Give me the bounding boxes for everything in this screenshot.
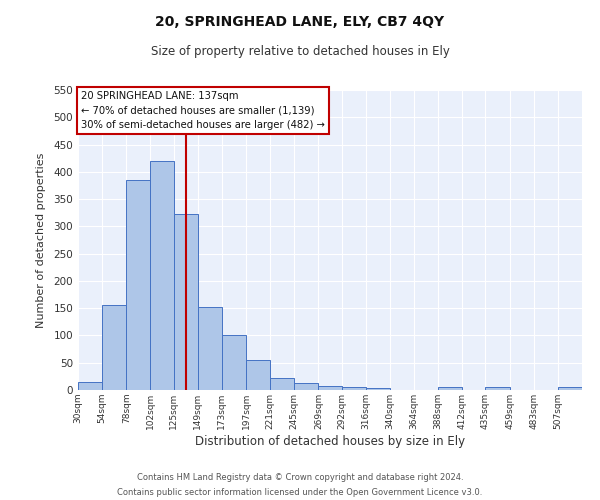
Bar bbox=[102, 306, 126, 390]
Bar bbox=[126, 180, 151, 390]
Bar bbox=[319, 386, 341, 390]
Text: 20, SPRINGHEAD LANE, ELY, CB7 4QY: 20, SPRINGHEAD LANE, ELY, CB7 4QY bbox=[155, 15, 445, 29]
Bar bbox=[198, 306, 222, 390]
Bar bbox=[173, 214, 198, 390]
X-axis label: Distribution of detached houses by size in Ely: Distribution of detached houses by size … bbox=[195, 434, 465, 448]
Bar bbox=[151, 161, 173, 390]
Text: Contains public sector information licensed under the Open Government Licence v3: Contains public sector information licen… bbox=[118, 488, 482, 497]
Text: Contains HM Land Registry data © Crown copyright and database right 2024.: Contains HM Land Registry data © Crown c… bbox=[137, 473, 463, 482]
Bar bbox=[270, 378, 294, 390]
Bar bbox=[341, 388, 366, 390]
Bar bbox=[78, 382, 102, 390]
Bar bbox=[294, 383, 319, 390]
Bar bbox=[558, 388, 582, 390]
Bar bbox=[438, 388, 462, 390]
Text: 20 SPRINGHEAD LANE: 137sqm
← 70% of detached houses are smaller (1,139)
30% of s: 20 SPRINGHEAD LANE: 137sqm ← 70% of deta… bbox=[81, 91, 325, 130]
Bar bbox=[485, 388, 509, 390]
Text: Size of property relative to detached houses in Ely: Size of property relative to detached ho… bbox=[151, 45, 449, 58]
Bar bbox=[366, 388, 390, 390]
Bar bbox=[222, 336, 246, 390]
Y-axis label: Number of detached properties: Number of detached properties bbox=[37, 152, 46, 328]
Bar bbox=[246, 360, 270, 390]
